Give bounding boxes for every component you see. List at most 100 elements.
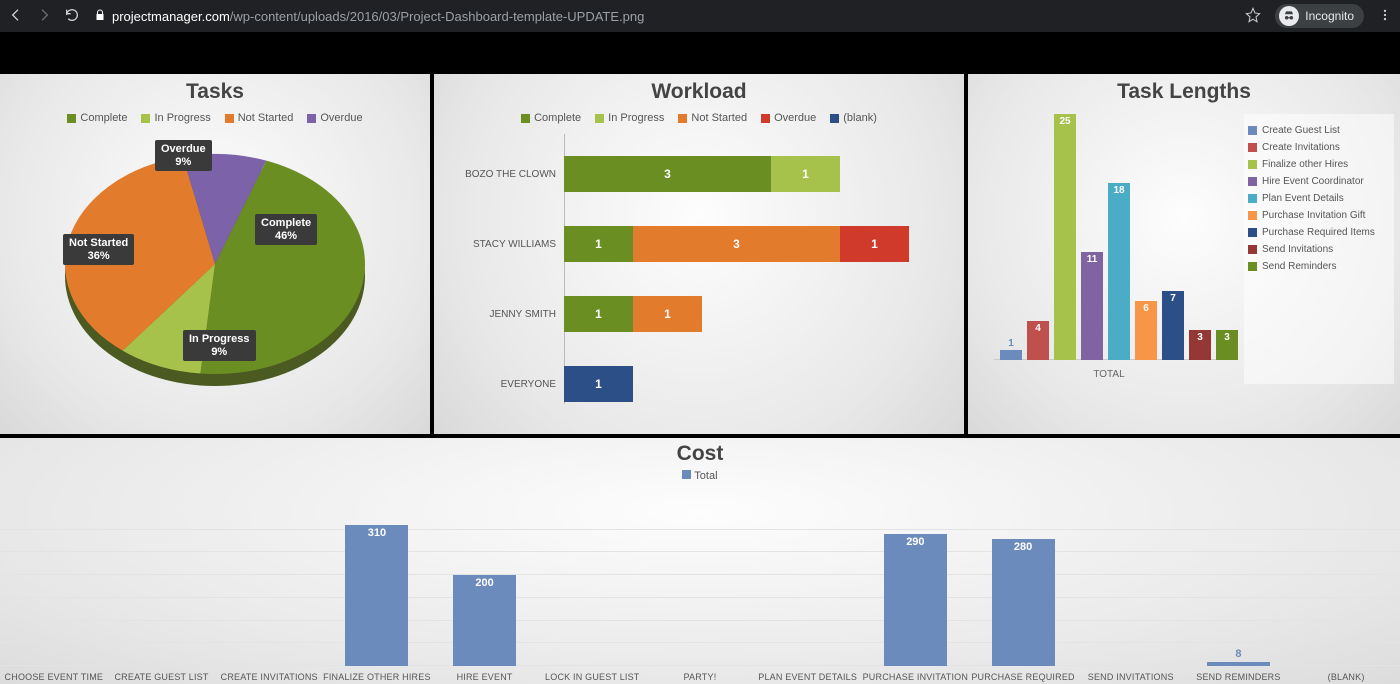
workload-legend-item: Complete [521,112,581,124]
task-lengths-legend-item: Send Invitations [1244,241,1394,258]
black-band [0,32,1400,74]
cost-legend-swatch [682,470,691,479]
workload-segment: 1 [564,226,633,262]
cost-category-label: PURCHASE REQUIRED [969,672,1077,682]
cost-gridline [0,620,1400,621]
cost-category-label: PARTY! [646,672,754,682]
cost-title: Cost [0,438,1400,466]
workload-row-bars: 1 [564,366,944,402]
cost-legend: Total [0,470,1400,482]
tasks-panel: Tasks Complete In Progress Not Started Over… [0,74,430,434]
task-lengths-legend-item: Create Guest List [1244,122,1394,139]
task-lengths-bar: 6 [1135,301,1157,360]
workload-segment: 1 [840,226,909,262]
task-lengths-chart: TOTAL 142511186733 [974,114,1244,384]
cost-bar: 200 [453,575,516,666]
workload-row-name: STACY WILLIAMS [444,239,564,250]
workload-row-name: BOZO THE CLOWN [444,169,564,180]
task-lengths-bar-value: 18 [1108,185,1130,196]
workload-segment: 1 [771,156,840,192]
task-lengths-bar-value: 3 [1216,332,1238,343]
task-lengths-bar-value: 7 [1162,293,1184,304]
cost-gridline [0,642,1400,643]
workload-row-bars: 11 [564,296,944,332]
workload-legend-item: (blank) [830,112,877,124]
star-icon[interactable] [1245,7,1261,26]
task-lengths-legend-item: Send Reminders [1244,258,1394,275]
tasks-legend-item: In Progress [141,112,210,124]
cost-category-label: LOCK IN GUEST LIST [538,672,646,682]
cost-category-label: CREATE GUEST LIST [108,672,216,682]
tasks-title: Tasks [0,74,430,104]
task-lengths-bar: 3 [1216,330,1238,360]
cost-bar: 290 [884,534,947,666]
workload-row: EVERYONE1 [444,366,944,402]
workload-legend: Complete In Progress Not Started Overdue (bl… [434,112,964,124]
incognito-badge: Incognito [1275,4,1364,28]
cost-category-label: PLAN EVENT DETAILS [754,672,862,682]
workload-row-bars: 131 [564,226,944,262]
url-text: projectmanager.com/wp-content/uploads/20… [112,9,644,24]
task-lengths-bar: 18 [1108,183,1130,360]
task-lengths-legend-item: Plan Event Details [1244,190,1394,207]
workload-row-name: JENNY SMITH [444,309,564,320]
task-lengths-bar-value: 11 [1081,254,1103,265]
task-lengths-bar: 1 [1000,350,1022,360]
task-lengths-axis-label: TOTAL [974,369,1244,380]
task-lengths-legend: Create Guest ListCreate InvitationsFinal… [1244,114,1394,384]
pie-label: Not Started36% [63,234,134,265]
cost-category-label: CREATE INVITATIONS [215,672,323,682]
cost-bar-value: 310 [345,527,408,539]
pie-label: Complete46% [255,214,317,245]
workload-legend-item: Not Started [678,112,747,124]
workload-legend-item: Overdue [761,112,816,124]
workload-chart: BOZO THE CLOWN31STACY WILLIAMS131JENNY S… [444,134,944,404]
workload-row-bars: 31 [564,156,944,192]
workload-segment: 1 [564,366,633,402]
task-lengths-bar-value: 3 [1189,332,1211,343]
workload-segment: 1 [633,296,702,332]
task-lengths-bar: 3 [1189,330,1211,360]
cost-legend-label: Total [694,470,717,482]
cost-gridline [0,574,1400,575]
task-lengths-legend-item: Purchase Invitation Gift [1244,207,1394,224]
cost-category-label: FINALIZE OTHER HIRES [323,672,431,682]
cost-bar-value: 200 [453,577,516,589]
incognito-label: Incognito [1305,9,1354,23]
forward-icon[interactable] [36,7,52,26]
cost-category-label: HIRE EVENT [431,672,539,682]
task-lengths-legend-item: Hire Event Coordinator [1244,173,1394,190]
task-lengths-panel: Task Lengths TOTAL 142511186733 Create G… [968,74,1400,434]
tasks-legend-item: Complete [67,112,127,124]
menu-dots-icon[interactable] [1378,8,1392,25]
cost-bar-value: 8 [1207,648,1270,660]
cost-bar-value: 290 [884,536,947,548]
reload-icon[interactable] [64,7,80,26]
pie-label: Overdue9% [155,140,212,171]
lock-icon [94,9,106,24]
cost-gridline [0,597,1400,598]
cost-gridline [0,551,1400,552]
cost-category-label: SEND REMINDERS [1185,672,1293,682]
cost-category-label: PURCHASE INVITATION [862,672,970,682]
workload-segment: 3 [564,156,771,192]
browser-toolbar: projectmanager.com/wp-content/uploads/20… [0,0,1400,32]
cost-bar-value: 280 [992,541,1055,553]
pie-label: In Progress9% [183,330,256,361]
address-bar[interactable]: projectmanager.com/wp-content/uploads/20… [94,9,644,24]
task-lengths-bar: 11 [1081,252,1103,360]
workload-panel: Workload CompleteIn ProgressNot StartedO… [434,74,964,434]
cost-category-label: SEND INVITATIONS [1077,672,1185,682]
workload-legend-item: In Progress [595,112,664,124]
workload-row-name: EVERYONE [444,379,564,390]
back-icon[interactable] [8,7,24,26]
task-lengths-bar-value: 25 [1054,116,1076,127]
tasks-legend-item: Not Started [225,112,294,124]
cost-bar: 280 [992,539,1055,666]
task-lengths-bar-value: 1 [1000,338,1022,349]
workload-row: JENNY SMITH11 [444,296,944,332]
task-lengths-legend-item: Purchase Required Items [1244,224,1394,241]
cost-gridline [0,529,1400,530]
workload-segment: 3 [633,226,840,262]
cost-bar: 310 [345,525,408,666]
